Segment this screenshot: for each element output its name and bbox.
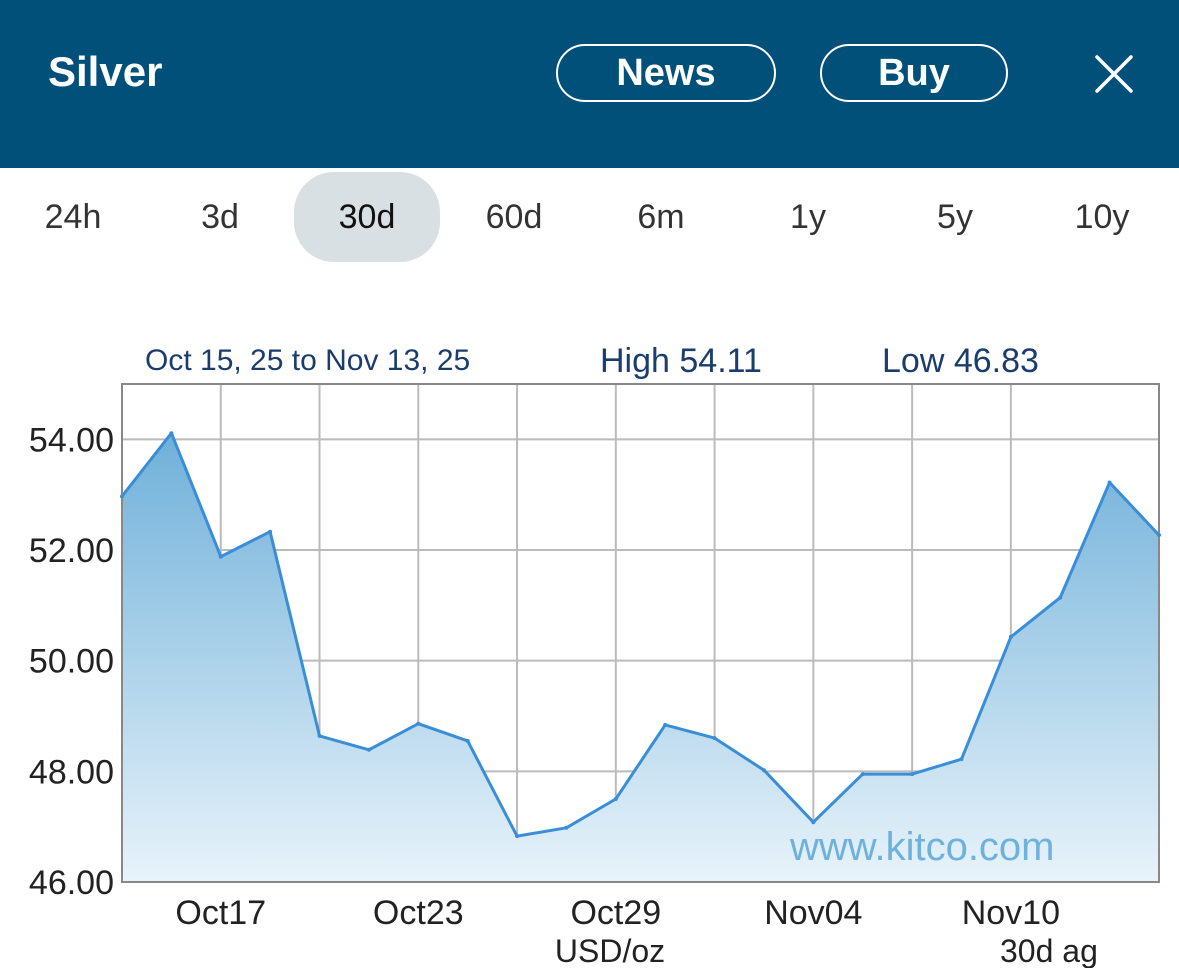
data-point: [663, 722, 668, 727]
price-chart: Oct 15, 25 to Nov 13, 25 High 54.11 Low …: [0, 320, 1179, 968]
data-point: [910, 772, 915, 777]
tab-3d[interactable]: 3d: [201, 197, 239, 236]
data-point: [1008, 634, 1013, 639]
data-point: [860, 772, 865, 777]
buy-button[interactable]: Buy: [820, 44, 1008, 102]
plot-frame: [121, 383, 1160, 883]
data-point: [613, 797, 618, 801]
tab-6m[interactable]: 6m: [637, 197, 685, 236]
y-tick-label: 46.00: [29, 864, 114, 902]
x-axis: Oct17 Oct23 Oct29 Nov04 Nov10: [175, 894, 1060, 932]
tab-1y[interactable]: 1y: [790, 197, 826, 236]
period-label: 30d ag: [1000, 933, 1098, 968]
data-point: [268, 529, 273, 534]
data-point: [959, 757, 964, 762]
y-tick-label: 52.00: [29, 532, 114, 570]
price-area: [122, 433, 1159, 882]
data-point: [416, 721, 421, 726]
page-title: Silver: [48, 48, 163, 95]
y-tick-label: 48.00: [29, 753, 114, 791]
x-tick-label: Nov10: [962, 894, 1060, 932]
data-point: [317, 733, 322, 738]
x-tick-label: Oct17: [175, 894, 266, 932]
tab-60d[interactable]: 60d: [485, 197, 543, 236]
data-point: [811, 820, 816, 825]
chart-high-label: High 54.11: [600, 342, 762, 380]
tab-5y[interactable]: 5y: [937, 197, 973, 236]
data-point: [564, 825, 569, 830]
x-tick-label: Oct29: [570, 894, 661, 932]
data-point: [120, 494, 124, 499]
y-tick-label: 50.00: [29, 643, 114, 681]
data-point: [1157, 533, 1161, 538]
data-point: [712, 736, 717, 741]
news-button[interactable]: News: [556, 44, 776, 102]
data-point: [218, 554, 223, 559]
data-point: [465, 738, 470, 743]
tab-10y[interactable]: 10y: [1074, 197, 1130, 236]
unit-label: USD/oz: [555, 933, 665, 968]
time-range-tabs: 24h 3d 30d 60d 6m 1y 5y 10y: [0, 168, 1179, 268]
x-tick-label: Oct23: [373, 894, 464, 932]
tab-24h[interactable]: 24h: [44, 197, 102, 236]
data-point: [1058, 595, 1063, 600]
data-point: [366, 747, 371, 752]
y-axis: 46.00 48.00 50.00 52.00 54.00: [29, 421, 114, 902]
y-tick-label: 54.00: [29, 421, 114, 459]
data-point: [1107, 480, 1112, 485]
chart-range-label: Oct 15, 25 to Nov 13, 25: [145, 344, 470, 377]
close-icon[interactable]: [1094, 54, 1134, 94]
price-line: [120, 431, 1161, 838]
data-point: [761, 768, 766, 773]
x-tick-label: Nov04: [764, 894, 862, 932]
tab-30d[interactable]: 30d: [294, 172, 440, 262]
data-point: [515, 834, 520, 839]
data-point: [169, 431, 174, 436]
chart-svg: Oct 15, 25 to Nov 13, 25 High 54.11 Low …: [29, 342, 1161, 968]
app-header: Silver News Buy: [0, 0, 1179, 168]
chart-watermark: www.kitco.com: [789, 825, 1055, 869]
chart-low-label: Low 46.83: [882, 342, 1039, 380]
